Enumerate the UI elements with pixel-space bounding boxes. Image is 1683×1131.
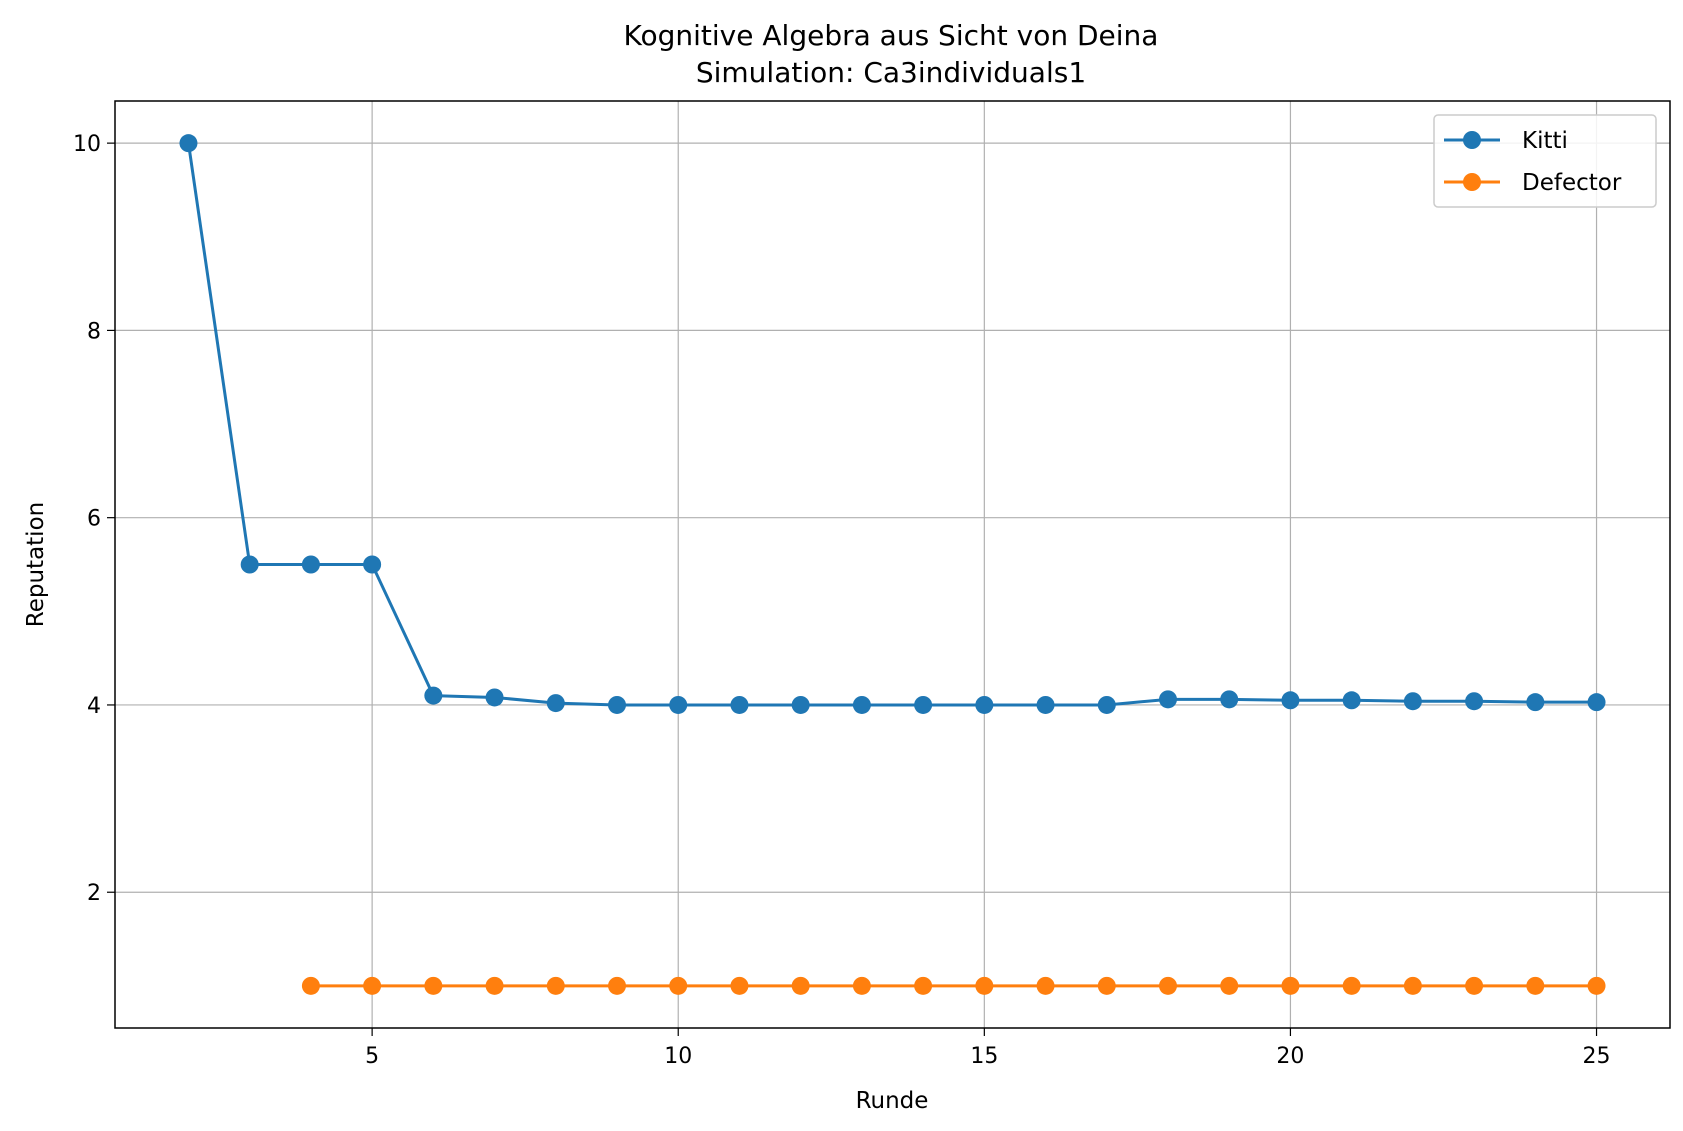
data-point xyxy=(608,976,627,995)
data-point xyxy=(852,695,871,714)
data-point xyxy=(1220,976,1239,995)
legend-marker xyxy=(1463,173,1481,191)
x-tick-label: 15 xyxy=(970,1044,998,1069)
legend-item-defector: Defector xyxy=(1444,170,1622,196)
data-point xyxy=(240,555,259,574)
data-point xyxy=(1587,693,1606,712)
data-point xyxy=(608,695,627,714)
data-point xyxy=(363,555,382,574)
y-tick-label: 10 xyxy=(73,132,101,157)
legend-label: Kitti xyxy=(1522,128,1568,154)
data-point xyxy=(546,976,565,995)
data-point xyxy=(1281,976,1300,995)
legend-item-kitti: Kitti xyxy=(1444,128,1568,154)
data-point xyxy=(424,686,443,705)
data-point xyxy=(914,976,933,995)
plot-frame xyxy=(114,100,1671,1029)
data-point xyxy=(546,694,565,713)
data-point xyxy=(363,976,382,995)
data-point xyxy=(485,688,504,707)
series-group xyxy=(179,134,1606,995)
series-kitti xyxy=(179,134,1606,714)
data-point xyxy=(1342,691,1361,710)
y-tick-label: 2 xyxy=(87,881,101,906)
data-point xyxy=(485,976,504,995)
data-point xyxy=(1097,695,1116,714)
data-point xyxy=(669,976,688,995)
data-point xyxy=(1281,691,1300,710)
y-axis-label: Reputation xyxy=(23,502,49,627)
data-point xyxy=(1526,976,1545,995)
y-axis-ticks: 2 4 6 8 10 xyxy=(73,132,115,906)
y-tick-label: 6 xyxy=(87,507,101,532)
y-tick-label: 8 xyxy=(87,319,101,344)
x-tick-label: 5 xyxy=(365,1044,379,1069)
data-point xyxy=(1403,692,1422,711)
data-point xyxy=(1465,976,1484,995)
data-point xyxy=(1403,976,1422,995)
data-point xyxy=(1465,692,1484,711)
data-point xyxy=(730,976,749,995)
legend-box xyxy=(1433,114,1657,208)
data-point xyxy=(1342,976,1361,995)
data-point xyxy=(1587,976,1606,995)
data-point xyxy=(791,976,810,995)
chart-title: Kognitive Algebra aus Sicht von Deina xyxy=(624,19,1159,52)
x-tick-label: 20 xyxy=(1276,1044,1304,1069)
chart-subtitle: Simulation: Ca3individuals1 xyxy=(696,56,1086,89)
x-axis-ticks: 5 10 15 20 25 xyxy=(365,1028,1611,1069)
x-tick-label: 25 xyxy=(1583,1044,1611,1069)
data-point xyxy=(301,555,320,574)
data-point xyxy=(669,695,688,714)
series-defector xyxy=(301,976,1606,995)
series-line xyxy=(186,142,1597,707)
data-point xyxy=(1097,976,1116,995)
data-point xyxy=(791,695,810,714)
legend-marker xyxy=(1463,131,1481,149)
data-point xyxy=(1526,693,1545,712)
data-point xyxy=(852,976,871,995)
data-point xyxy=(975,976,994,995)
data-point xyxy=(975,695,994,714)
legend: Kitti Defector xyxy=(1433,114,1657,208)
data-point xyxy=(179,134,198,153)
data-point xyxy=(914,695,933,714)
data-point xyxy=(1220,690,1239,709)
data-point xyxy=(1158,976,1177,995)
data-point xyxy=(1036,976,1055,995)
data-point xyxy=(424,976,443,995)
data-point xyxy=(1158,690,1177,709)
x-tick-label: 10 xyxy=(664,1044,692,1069)
legend-label: Defector xyxy=(1522,170,1622,196)
y-tick-label: 4 xyxy=(87,694,101,719)
data-point xyxy=(301,976,320,995)
data-point xyxy=(730,695,749,714)
x-axis-label: Runde xyxy=(856,1088,929,1114)
data-point xyxy=(1036,695,1055,714)
